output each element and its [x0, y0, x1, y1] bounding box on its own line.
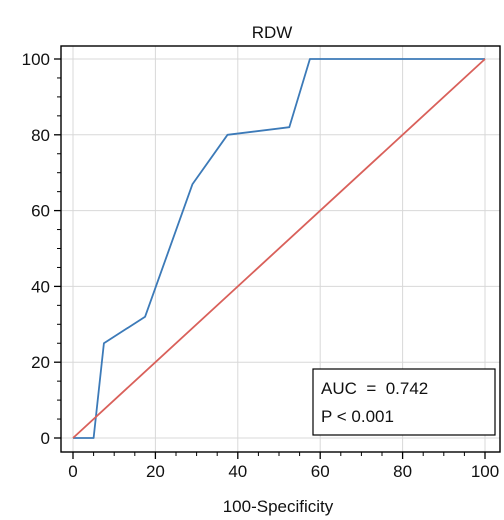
grid	[61, 46, 500, 452]
annotation-frame	[312, 368, 496, 436]
x-tick-label: 100	[471, 462, 499, 481]
x-tick-label: 80	[393, 462, 412, 481]
x-tick-label: 0	[68, 462, 77, 481]
roc-curve-line	[73, 58, 485, 439]
p-value-text: P < 0.001	[321, 407, 394, 426]
tick-group: 0 20 40 60 80 100 0 20 40 60 80 100	[22, 50, 500, 481]
auc-text: AUC = 0.742	[321, 379, 428, 398]
x-tick-label: 20	[146, 462, 165, 481]
y-tick-label: 40	[31, 277, 50, 296]
y-tick-label: 0	[41, 429, 50, 448]
reference-diagonal-line	[72, 58, 486, 439]
series-group	[72, 58, 486, 439]
y-tick-label: 20	[31, 353, 50, 372]
y-tick-label: 80	[31, 126, 50, 145]
x-tick-label: 60	[311, 462, 330, 481]
x-tick-label: 40	[228, 462, 247, 481]
chart-title: RDW	[252, 23, 293, 42]
annotation-box: AUC = 0.742 P < 0.001	[312, 368, 496, 436]
x-axis-title: 100-Specificity	[223, 497, 334, 516]
y-tick-label: 60	[31, 202, 50, 221]
y-tick-label: 100	[22, 50, 50, 69]
